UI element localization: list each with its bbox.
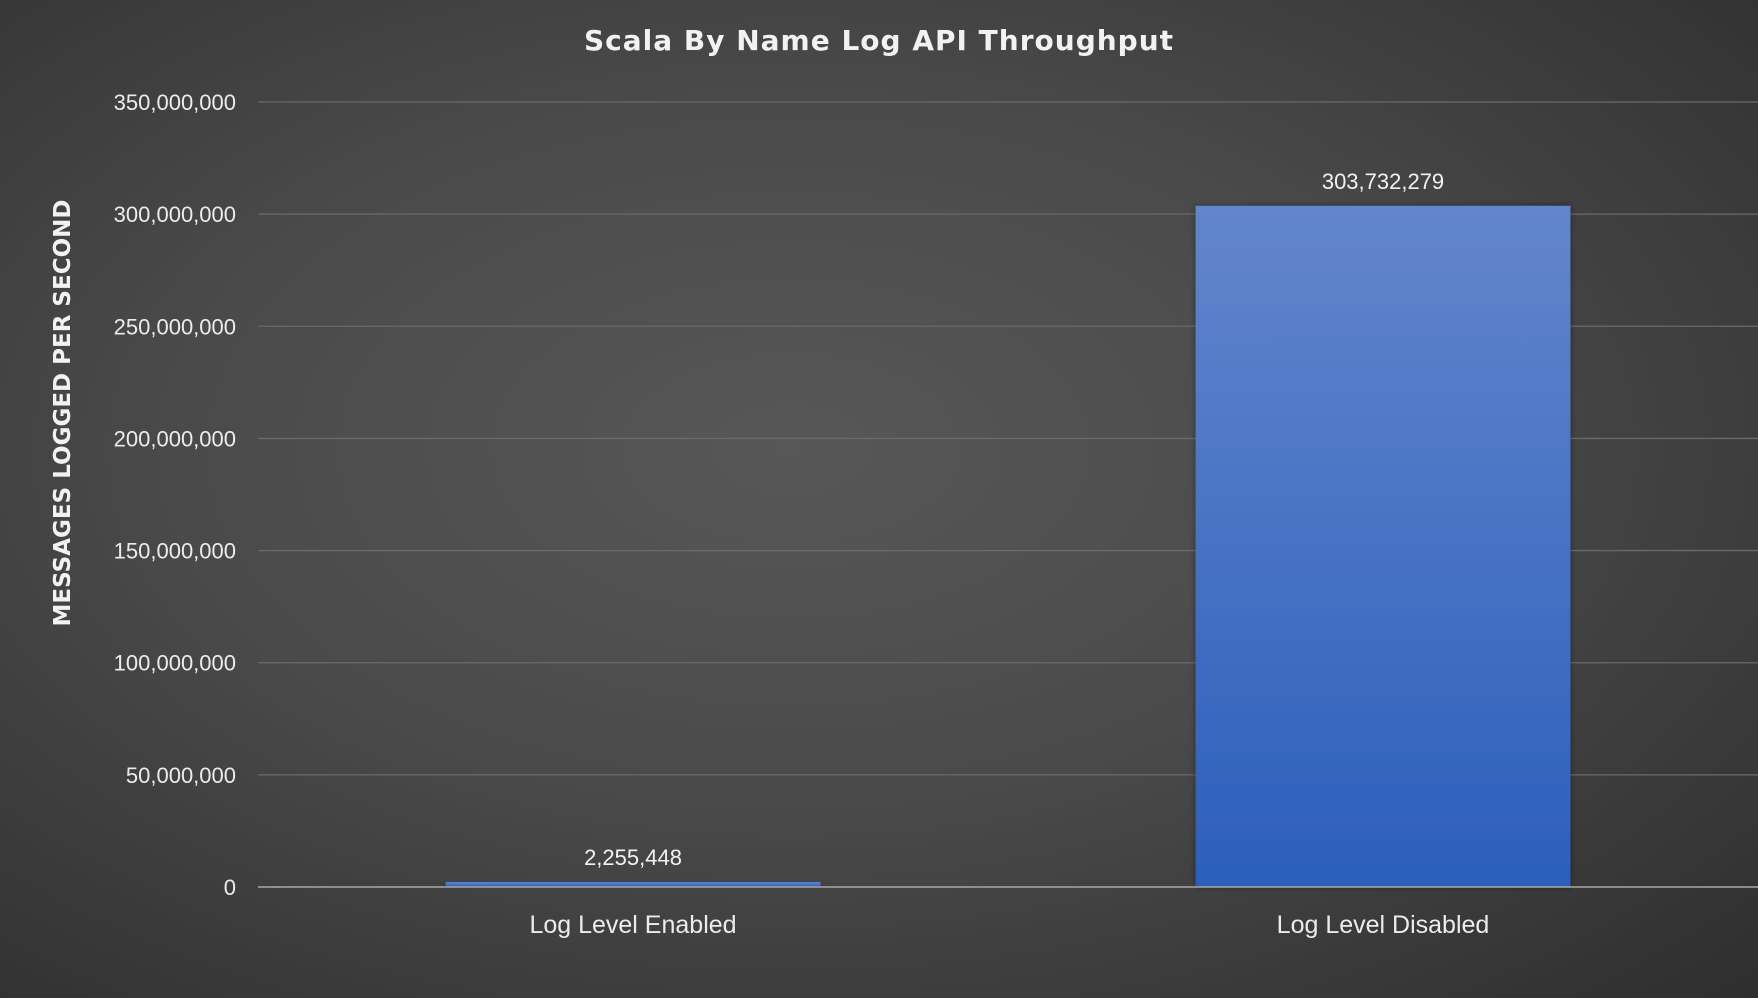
y-tick-label: 350,000,000	[114, 90, 236, 115]
bars	[445, 205, 1571, 888]
chart-title: Scala By Name Log API Throughput	[584, 24, 1174, 57]
bar	[445, 881, 821, 887]
y-tick-label: 200,000,000	[114, 426, 236, 451]
y-tick-label: 300,000,000	[114, 202, 236, 227]
x-category-label: Log Level Disabled	[1277, 911, 1490, 939]
data-labels: 2,255,448 303,732,279	[584, 169, 1444, 870]
y-tick-label: 50,000,000	[126, 763, 236, 788]
gridlines	[258, 101, 1758, 776]
bar	[1195, 205, 1571, 888]
y-tick-label: 150,000,000	[114, 539, 236, 564]
y-axis-label: MESSAGES LOGGED PER SECOND	[50, 200, 76, 627]
data-label: 303,732,279	[1322, 169, 1444, 194]
y-tick-label: 100,000,000	[114, 651, 236, 676]
y-tick-label: 250,000,000	[114, 314, 236, 339]
data-label: 2,255,448	[584, 845, 682, 870]
x-category-label: Log Level Enabled	[529, 911, 736, 939]
y-tick-label: 0	[224, 875, 236, 900]
x-axis-categories: Log Level Enabled Log Level Disabled	[529, 911, 1489, 939]
y-axis-ticks: 0 50,000,000 100,000,000 150,000,000 200,000…	[114, 90, 236, 900]
